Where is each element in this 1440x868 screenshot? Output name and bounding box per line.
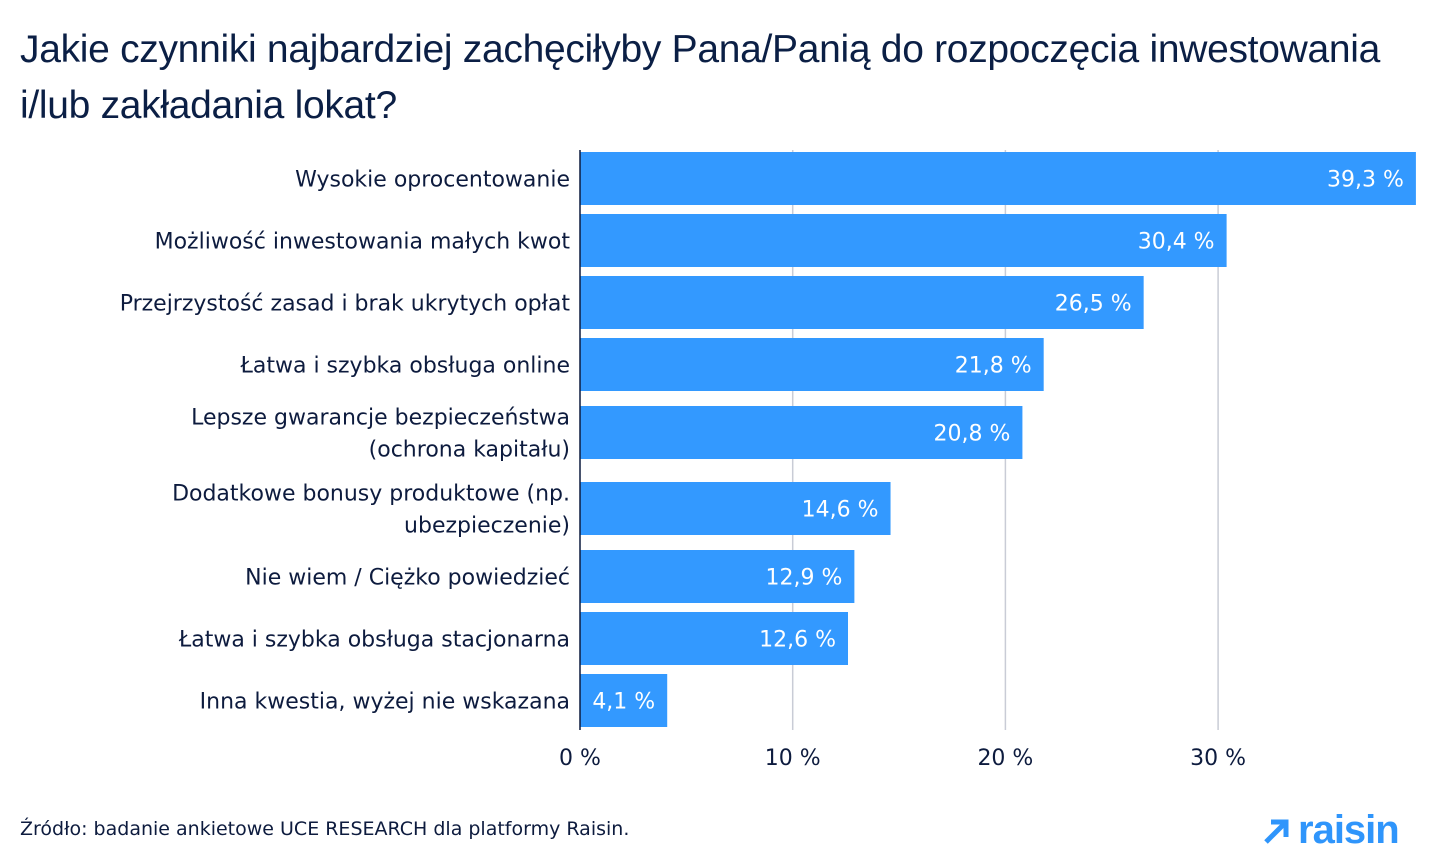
bar-value-label: 39,3 % (1327, 168, 1404, 193)
x-tick-label: 20 % (977, 746, 1033, 771)
x-tick-label: 0 % (559, 746, 601, 771)
category-label: Inna kwestia, wyżej nie wskazana (200, 690, 570, 715)
category-label: Przejrzystość zasad i brak ukrytych opła… (120, 292, 571, 317)
x-tick-label: 30 % (1190, 746, 1246, 771)
bar-value-label: 4,1 % (592, 690, 655, 715)
category-label: Lepsze gwarancje bezpieczeństwa (191, 406, 570, 431)
category-label: Nie wiem / Ciężko powiedzieć (245, 566, 570, 591)
bar-value-label: 14,6 % (802, 498, 879, 523)
bar (580, 550, 855, 603)
arrow-icon (1264, 819, 1289, 844)
category-label: Łatwa i szybka obsługa stacjonarna (178, 628, 570, 653)
bar-value-label: 21,8 % (955, 354, 1032, 379)
bar (580, 152, 1416, 205)
chart-title: Jakie czynniki najbardziej zachęciłyby P… (20, 28, 1380, 127)
category-label: Dodatkowe bonusy produktowe (np. (172, 482, 570, 507)
bar (580, 214, 1227, 267)
bar-value-label: 20,8 % (934, 422, 1011, 447)
bar (580, 482, 891, 535)
bar (580, 276, 1144, 329)
bar-value-label: 26,5 % (1055, 292, 1132, 317)
category-label: Łatwa i szybka obsługa online (240, 354, 571, 379)
category-label: Możliwość inwestowania małych kwot (155, 230, 571, 255)
bar (580, 406, 1023, 459)
category-label: ubezpieczenie) (404, 514, 570, 539)
bar-value-label: 12,9 % (765, 566, 842, 591)
category-label: (ochrona kapitału) (369, 438, 570, 463)
bar-chart: 0 % 10 % 20 % 30 % 39,3 % Wysokie oprocentowa… (120, 150, 1416, 771)
source-note: Źródło: badanie ankietowe UCE RESEARCH d… (20, 818, 630, 840)
bar (580, 612, 849, 665)
bar-value-label: 12,6 % (759, 628, 836, 653)
bar (580, 674, 668, 727)
bar (580, 338, 1044, 391)
category-label: Wysokie oprocentowanie (295, 168, 570, 193)
logo-text: raisin (1298, 808, 1400, 852)
bar-value-label: 30,4 % (1138, 230, 1215, 255)
x-tick-label: 10 % (765, 746, 821, 771)
raisin-logo: raisin (1262, 808, 1400, 853)
